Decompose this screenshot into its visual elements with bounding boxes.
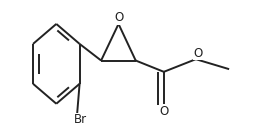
Text: Br: Br <box>74 113 87 126</box>
Text: O: O <box>114 11 123 24</box>
Text: O: O <box>194 47 203 60</box>
Text: O: O <box>159 105 168 118</box>
